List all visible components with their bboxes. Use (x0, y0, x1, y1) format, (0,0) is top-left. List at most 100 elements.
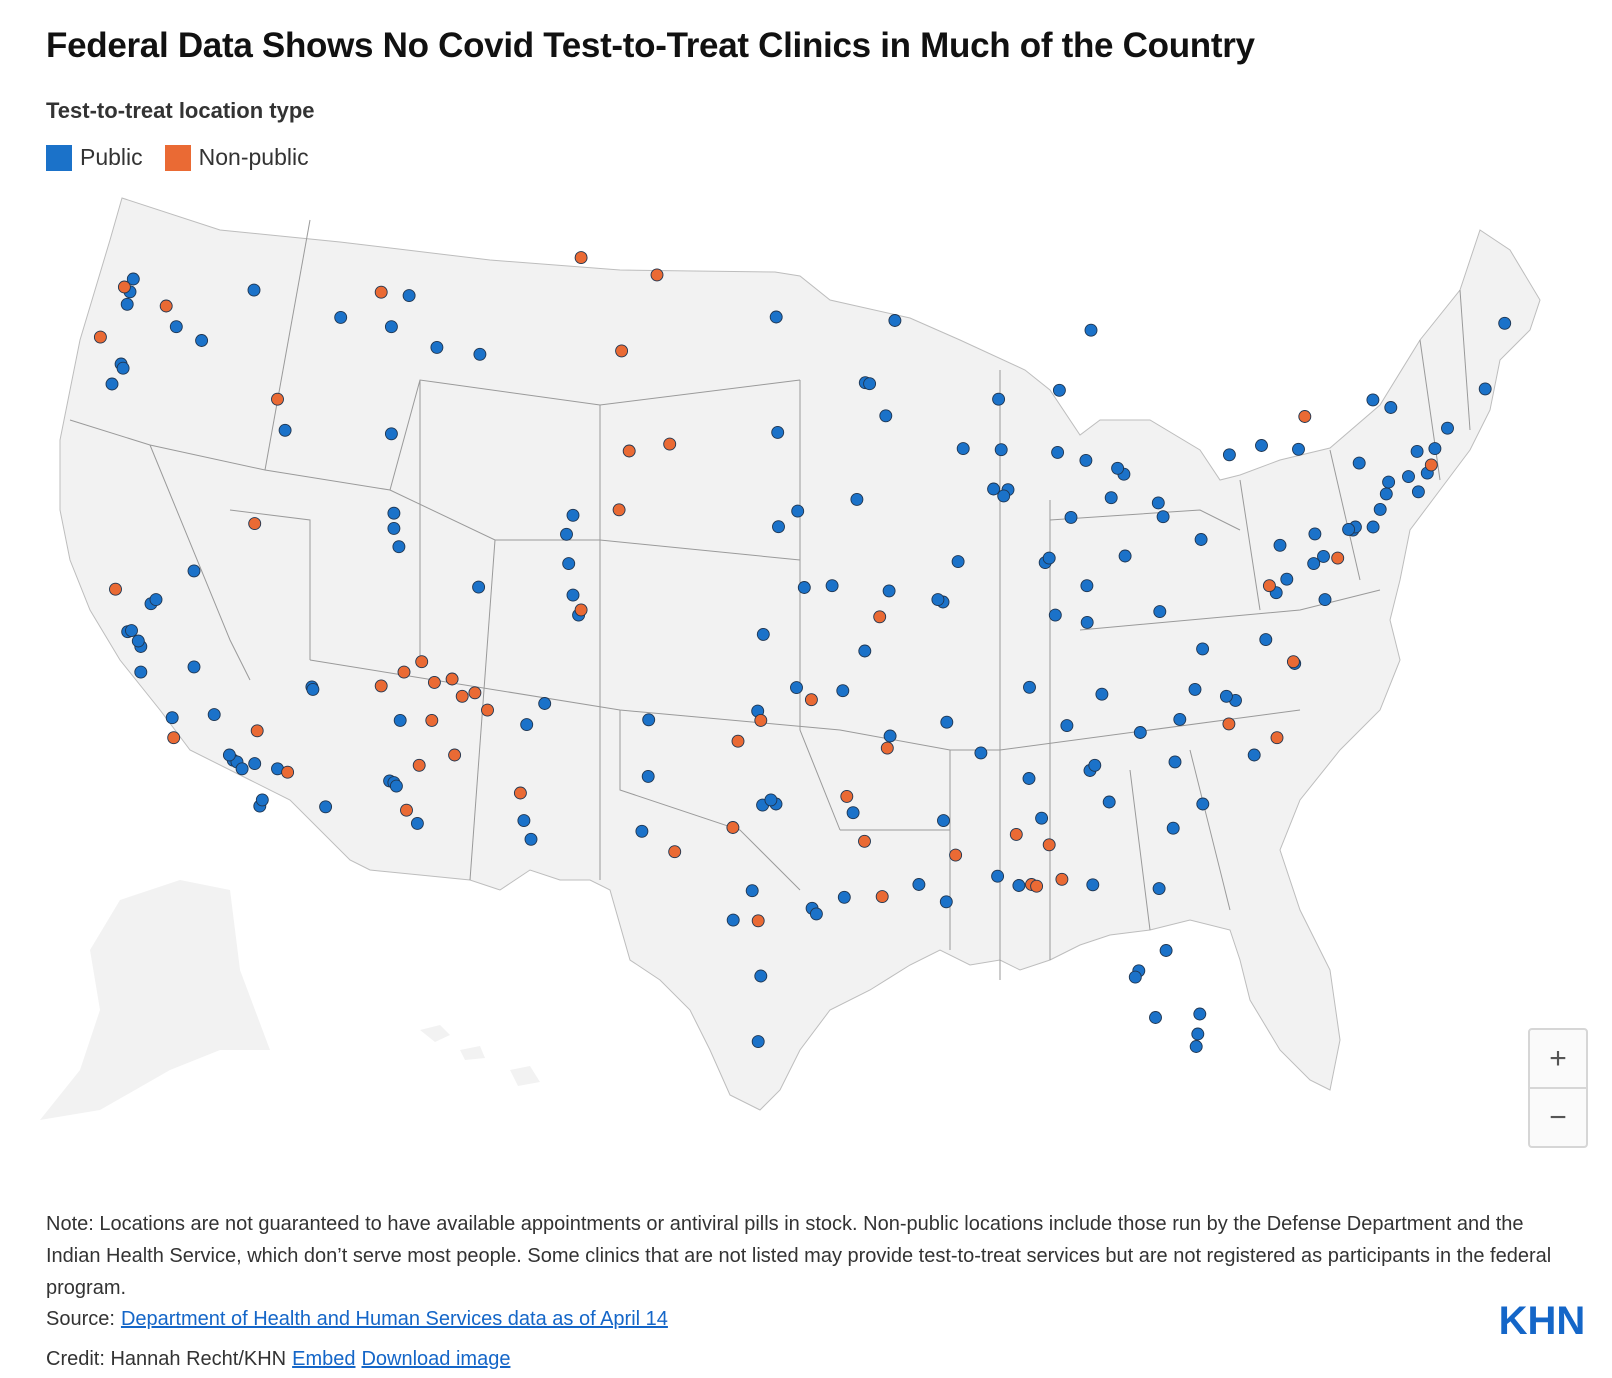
zoom-in-button[interactable]: + (1549, 1041, 1567, 1075)
public-location-point[interactable] (1196, 797, 1210, 811)
non-public-location-point[interactable] (880, 741, 894, 755)
public-location-point[interactable] (726, 913, 740, 927)
public-location-point[interactable] (1402, 470, 1415, 484)
public-location-point[interactable] (745, 884, 759, 898)
non-public-location-point[interactable] (159, 299, 173, 313)
public-location-point[interactable] (1189, 1040, 1203, 1053)
public-location-point[interactable] (384, 320, 398, 334)
public-location-point[interactable] (1352, 456, 1366, 470)
non-public-location-point[interactable] (481, 703, 494, 717)
public-location-point[interactable] (1342, 522, 1356, 536)
non-public-location-point[interactable] (374, 679, 388, 693)
public-location-point[interactable] (1194, 533, 1208, 546)
public-location-point[interactable] (1292, 442, 1305, 456)
non-public-location-point[interactable] (281, 765, 295, 779)
public-location-point[interactable] (247, 283, 261, 297)
public-location-point[interactable] (863, 377, 877, 391)
public-location-point[interactable] (222, 748, 236, 762)
public-location-point[interactable] (939, 895, 953, 909)
non-public-location-point[interactable] (374, 285, 388, 299)
public-location-point[interactable] (997, 489, 1011, 503)
public-location-point[interactable] (384, 427, 398, 441)
public-location-point[interactable] (1173, 712, 1187, 726)
non-public-location-point[interactable] (1009, 827, 1023, 841)
non-public-location-point[interactable] (840, 789, 854, 803)
public-location-point[interactable] (1042, 551, 1056, 565)
public-location-point[interactable] (169, 320, 183, 334)
public-location-point[interactable] (837, 890, 851, 904)
public-location-point[interactable] (1048, 608, 1062, 622)
public-location-point[interactable] (1428, 442, 1442, 456)
non-public-location-point[interactable] (93, 330, 107, 344)
public-location-point[interactable] (1080, 579, 1094, 593)
public-location-point[interactable] (1149, 1011, 1162, 1024)
non-public-location-point[interactable] (397, 665, 411, 679)
public-location-point[interactable] (131, 634, 145, 648)
public-location-point[interactable] (1128, 970, 1142, 984)
public-location-point[interactable] (472, 580, 486, 594)
public-location-point[interactable] (769, 310, 783, 324)
non-public-location-point[interactable] (875, 890, 889, 904)
public-location-point[interactable] (520, 718, 534, 732)
non-public-location-point[interactable] (445, 672, 459, 686)
public-location-point[interactable] (836, 684, 850, 698)
public-location-point[interactable] (809, 907, 823, 921)
non-public-location-point[interactable] (574, 603, 588, 617)
public-location-point[interactable] (566, 508, 580, 522)
public-location-point[interactable] (1104, 491, 1118, 505)
public-location-point[interactable] (134, 665, 148, 679)
public-location-point[interactable] (1382, 475, 1396, 489)
public-location-point[interactable] (1111, 461, 1125, 475)
public-location-point[interactable] (1366, 520, 1380, 534)
non-public-location-point[interactable] (117, 280, 131, 294)
public-location-point[interactable] (879, 409, 893, 423)
public-location-point[interactable] (937, 814, 950, 828)
non-public-location-point[interactable] (1055, 872, 1069, 886)
public-location-point[interactable] (538, 697, 552, 710)
public-location-point[interactable] (940, 715, 954, 729)
public-location-point[interactable] (1247, 748, 1261, 762)
non-public-location-point[interactable] (513, 786, 527, 800)
non-public-location-point[interactable] (1286, 655, 1300, 669)
non-public-location-point[interactable] (455, 689, 469, 703)
non-public-location-point[interactable] (415, 655, 429, 669)
public-location-point[interactable] (850, 492, 864, 506)
non-public-location-point[interactable] (612, 503, 626, 517)
non-public-location-point[interactable] (751, 914, 765, 928)
non-public-location-point[interactable] (468, 686, 482, 700)
non-public-location-point[interactable] (663, 437, 677, 451)
public-location-point[interactable] (641, 769, 655, 783)
us-map[interactable] (40, 190, 1600, 1160)
public-location-point[interactable] (560, 527, 573, 541)
public-location-point[interactable] (1411, 485, 1425, 499)
public-location-point[interactable] (951, 555, 965, 569)
public-location-point[interactable] (1153, 605, 1167, 619)
public-location-point[interactable] (1222, 448, 1236, 462)
public-location-point[interactable] (858, 644, 872, 658)
non-public-location-point[interactable] (949, 848, 963, 862)
public-location-point[interactable] (1307, 557, 1321, 571)
public-location-point[interactable] (566, 588, 580, 602)
public-location-point[interactable] (797, 581, 811, 594)
non-public-location-point[interactable] (109, 582, 122, 596)
public-location-point[interactable] (771, 425, 785, 439)
public-location-point[interactable] (751, 1035, 765, 1049)
public-location-point[interactable] (1086, 878, 1100, 892)
public-location-point[interactable] (1133, 726, 1147, 739)
non-public-location-point[interactable] (804, 693, 818, 707)
non-public-location-point[interactable] (1042, 838, 1056, 852)
public-location-point[interactable] (756, 627, 770, 641)
non-public-location-point[interactable] (858, 834, 871, 848)
public-location-point[interactable] (974, 746, 988, 760)
zoom-out-button[interactable]: − (1530, 1087, 1586, 1146)
public-location-point[interactable] (402, 289, 416, 303)
public-location-point[interactable] (120, 297, 134, 311)
public-location-point[interactable] (1366, 393, 1380, 407)
non-public-location-point[interactable] (1331, 551, 1345, 565)
public-location-point[interactable] (165, 711, 179, 725)
non-public-location-point[interactable] (427, 675, 441, 689)
public-location-point[interactable] (473, 347, 487, 361)
public-location-point[interactable] (392, 540, 406, 554)
public-location-point[interactable] (1022, 772, 1036, 785)
public-location-point[interactable] (825, 579, 839, 593)
